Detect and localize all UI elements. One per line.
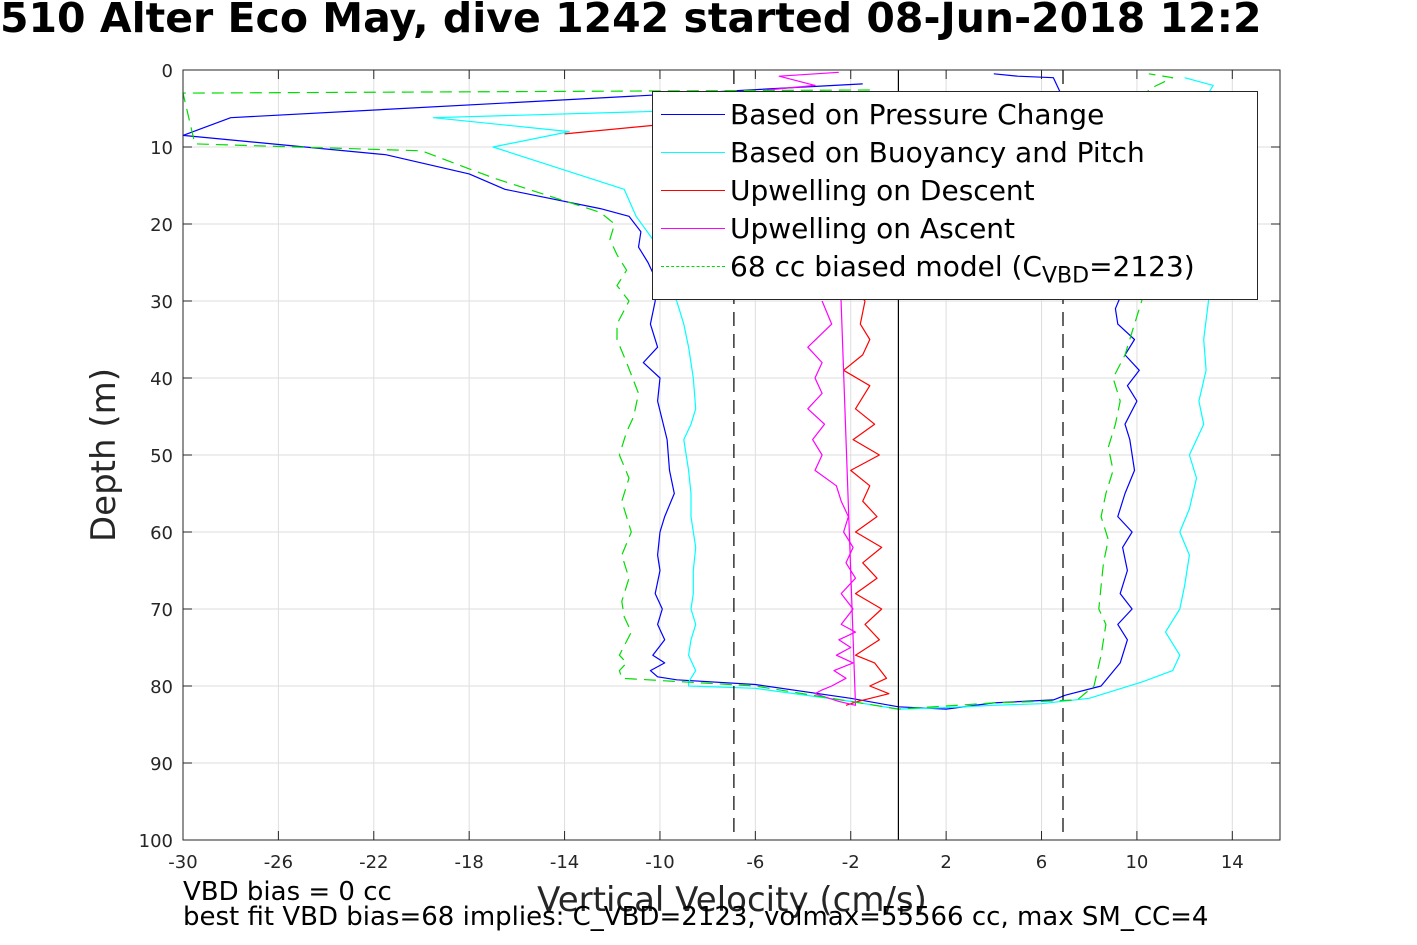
legend-label-pressure: Based on Pressure Change (730, 98, 1105, 131)
y-tick-label: 80 (150, 677, 173, 698)
x-tick-label: -2 (842, 852, 860, 873)
series-upwelling-descent (564, 119, 890, 706)
note-vbd-bias: VBD bias = 0 cc (183, 877, 392, 907)
series-biased-model (182, 73, 1174, 710)
x-tick-label: -22 (359, 852, 388, 873)
y-tick-label: 20 (150, 215, 173, 236)
legend-label-ascent: Upwelling on Ascent (730, 212, 1016, 245)
legend-label-descent: Upwelling on Descent (730, 174, 1035, 207)
x-tick-label: -6 (746, 852, 764, 873)
x-tick-label: 6 (1036, 852, 1047, 873)
legend-label-buoyancy: Based on Buoyancy and Pitch (730, 136, 1145, 169)
y-tick-label: 40 (150, 369, 173, 390)
y-tick-label: 50 (150, 446, 173, 467)
y-tick-label: 30 (150, 292, 173, 313)
x-tick-label: -26 (264, 852, 293, 873)
x-axis-label: Vertical Velocity (cm/s) (537, 880, 927, 920)
y-axis-label: Depth (m) (84, 367, 124, 543)
y-tick-label: 0 (162, 61, 173, 82)
x-ticks: -30 -26 -22 -18 -14 -10 -6 -2 2 6 10 14 (168, 70, 1244, 873)
legend-label-model-sub: VBD (1041, 263, 1090, 289)
legend-item-buoyancy: Based on Buoyancy and Pitch (653, 134, 1257, 172)
legend-swatch-buoyancy (661, 152, 725, 153)
x-tick-label: 2 (940, 852, 951, 873)
legend-swatch-descent (661, 190, 725, 191)
legend-item-descent: Upwelling on Descent (653, 172, 1257, 210)
legend-item-ascent: Upwelling on Ascent (653, 210, 1257, 248)
x-tick-label: -18 (454, 852, 483, 873)
x-tick-label: 10 (1125, 852, 1148, 873)
legend-label-model-main: 68 cc biased model (C (730, 250, 1042, 283)
x-tick-label: -14 (550, 852, 579, 873)
legend-swatch-model (661, 266, 725, 267)
y-tick-label: 10 (150, 138, 173, 159)
legend: Based on Pressure Change Based on Buoyan… (652, 91, 1258, 300)
x-tick-label: -10 (645, 852, 674, 873)
y-tick-label: 100 (139, 831, 173, 852)
legend-item-pressure: Based on Pressure Change (653, 96, 1257, 134)
x-tick-label: 14 (1221, 852, 1244, 873)
series-buoyancy-pitch (432, 77, 1217, 710)
legend-label-model: 68 cc biased model (CVBD=2123) (730, 250, 1195, 289)
legend-item-model: 68 cc biased model (CVBD=2123) (653, 248, 1257, 289)
legend-swatch-ascent (661, 228, 725, 229)
y-ticks: 0 10 20 30 40 50 60 70 80 90 100 (139, 61, 1280, 852)
series-lines (182, 70, 1217, 840)
legend-swatch-pressure (661, 114, 725, 115)
y-tick-label: 70 (150, 600, 173, 621)
y-tick-label: 90 (150, 754, 173, 775)
note-best-fit: best fit VBD bias=68 implies: C_VBD=2123… (183, 902, 1209, 932)
x-tick-label: -30 (168, 852, 197, 873)
legend-label-model-tail: =2123) (1089, 250, 1195, 283)
chart-title: 510 Alter Eco May, dive 1242 started 08-… (0, 0, 1262, 42)
y-tick-label: 60 (150, 523, 173, 544)
